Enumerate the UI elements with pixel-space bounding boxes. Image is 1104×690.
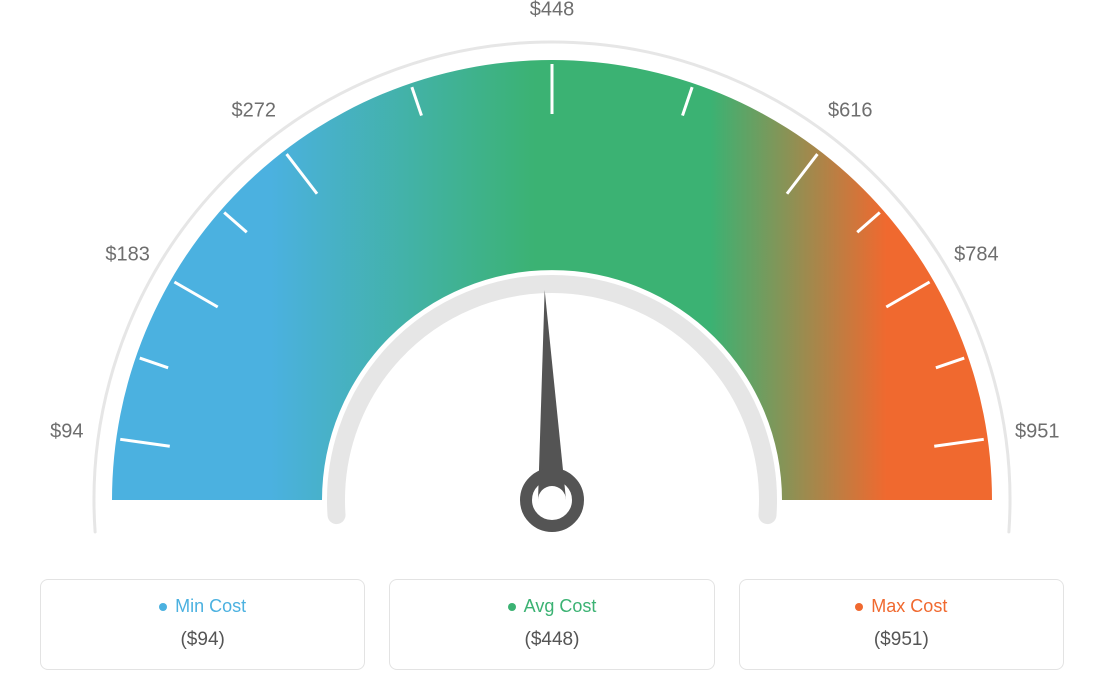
tick-label: $784 bbox=[954, 244, 999, 267]
legend-title-max: Max Cost bbox=[855, 596, 947, 617]
gauge: $94 $183 $272 $448 $616 $784 $951 bbox=[0, 0, 1104, 560]
dot-icon bbox=[159, 603, 167, 611]
tick-label: $616 bbox=[828, 100, 873, 123]
legend-value: ($951) bbox=[750, 629, 1053, 651]
legend-value: ($448) bbox=[400, 629, 703, 651]
tick-label: $951 bbox=[1015, 420, 1060, 443]
tick-label: $448 bbox=[530, 0, 575, 22]
legend-row: Min Cost ($94) Avg Cost ($448) Max Cost … bbox=[40, 579, 1064, 670]
legend-card-min: Min Cost ($94) bbox=[40, 579, 365, 670]
legend-label: Max Cost bbox=[871, 596, 947, 617]
legend-card-avg: Avg Cost ($448) bbox=[389, 579, 714, 670]
dot-icon bbox=[508, 603, 516, 611]
tick-label: $183 bbox=[105, 244, 150, 267]
tick-label: $94 bbox=[50, 420, 83, 443]
legend-card-max: Max Cost ($951) bbox=[739, 579, 1064, 670]
dot-icon bbox=[855, 603, 863, 611]
chart-container: $94 $183 $272 $448 $616 $784 $951 Min Cost ($9… bbox=[0, 0, 1104, 690]
gauge-svg bbox=[0, 0, 1104, 560]
legend-value: ($94) bbox=[51, 629, 354, 651]
legend-title-avg: Avg Cost bbox=[508, 596, 597, 617]
legend-label: Avg Cost bbox=[524, 596, 597, 617]
legend-label: Min Cost bbox=[175, 596, 246, 617]
tick-label: $272 bbox=[231, 100, 276, 123]
legend-title-min: Min Cost bbox=[159, 596, 246, 617]
